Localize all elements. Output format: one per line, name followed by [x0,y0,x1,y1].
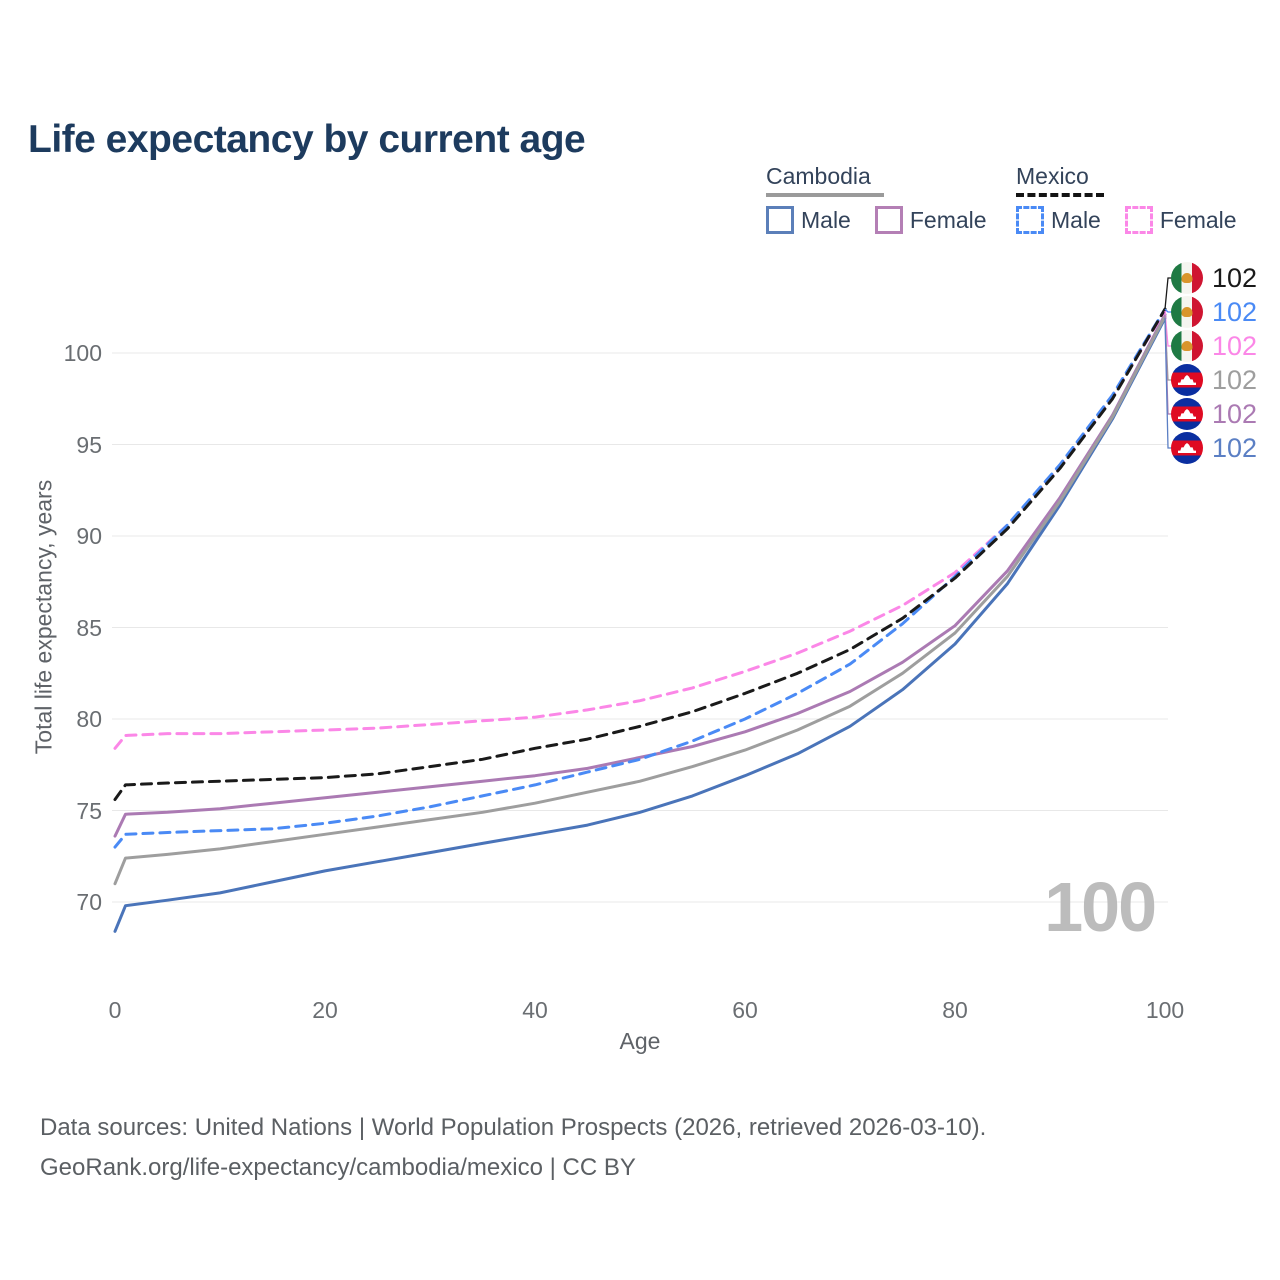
footer-attribution: GeoRank.org/life-expectancy/cambodia/mex… [40,1154,636,1181]
cambodia-flag-icon [1171,398,1203,430]
legend-item-mexico-female: Female [1124,206,1237,234]
end-value-mexico-female: 102 [1212,330,1258,361]
y-tick-label-70: 70 [76,889,102,915]
legend-group-cambodia: Cambodia Male Female [766,163,987,234]
y-tick-label-90: 90 [76,523,102,549]
end-label-cambodia-male: 102 [1171,431,1257,465]
temple-emblem-icon [1178,375,1196,385]
legend-title-mexico: Mexico [1016,163,1089,189]
legend-label-cambodia-female: Female [909,206,987,233]
y-tick-label-100: 100 [63,340,102,366]
mexico-flag-icon [1171,330,1203,362]
end-label-mexico-total: 102 [1171,261,1257,295]
cambodia-male-swatch-icon [766,206,794,234]
end-value-mexico-male: 102 [1212,296,1258,327]
x-axis-title: Age [619,1028,661,1054]
eagle-emblem-icon [1181,341,1193,351]
end-label-cambodia-total: 102 [1171,363,1257,397]
legend-group-mexico: Mexico Male Female [1016,163,1237,234]
legend-item-cambodia-male: Male [766,206,851,234]
legend-label-mexico-female: Female [1159,206,1237,233]
y-tick-label-75: 75 [76,797,102,824]
legend-label-mexico-male: Male [1051,206,1101,233]
end-value-cambodia-total: 102 [1212,364,1258,395]
end-value-cambodia-female: 102 [1212,398,1258,429]
age-watermark: 100 [1044,868,1157,946]
footer-data-sources: Data sources: United Nations | World Pop… [40,1114,987,1141]
curve-cambodia-total [113,314,1167,886]
eagle-emblem-icon [1181,273,1193,283]
legend-label-cambodia-male: Male [801,206,851,233]
curve-cambodia-male [113,316,1167,933]
end-label-cambodia-female: 102 [1171,397,1257,431]
mexico-male-swatch-icon [1016,206,1044,234]
mexico-flag-icon [1171,296,1203,328]
cambodia-female-swatch-icon [874,206,903,234]
footer: Data sources: United Nations | World Pop… [40,1108,986,1188]
x-tick-label-20: 20 [312,997,338,1023]
mexico-female-swatch-icon [1124,206,1153,234]
temple-emblem-icon [1178,443,1196,453]
end-label-mexico-female: 102 [1171,329,1257,363]
curve-mexico-total [113,307,1167,801]
x-tick-label-60: 60 [732,997,758,1023]
cambodia-flag-icon [1171,432,1203,464]
temple-emblem-icon [1178,409,1196,419]
end-label-mexico-male: 102 [1171,295,1257,329]
x-tick-label-80: 80 [942,997,968,1023]
legend-underline-cambodia-solid-line [766,193,884,197]
legend-title-cambodia: Cambodia [766,163,871,189]
legend-item-cambodia-female: Female [874,206,987,234]
end-value-cambodia-male: 102 [1212,432,1258,463]
x-tick-label-100: 100 [1145,997,1185,1023]
curve-mexico-male [113,307,1167,849]
curve-cambodia-female [113,313,1167,838]
mexico-flag-icon [1171,262,1203,294]
legend-underline-mexico-dashed-line [1016,193,1104,197]
y-tick-label-95: 95 [76,431,102,458]
eagle-emblem-icon [1181,307,1193,317]
cambodia-flag-icon [1171,364,1203,396]
legend-item-mexico-male: Male [1016,206,1101,234]
x-tick-label-0: 0 [108,997,122,1023]
y-tick-label-85: 85 [76,614,102,641]
x-tick-label-40: 40 [522,997,548,1023]
page-title: Life expectancy by current age [28,118,586,162]
end-value-mexico-total: 102 [1212,262,1258,293]
y-tick-label-80: 80 [76,706,102,732]
